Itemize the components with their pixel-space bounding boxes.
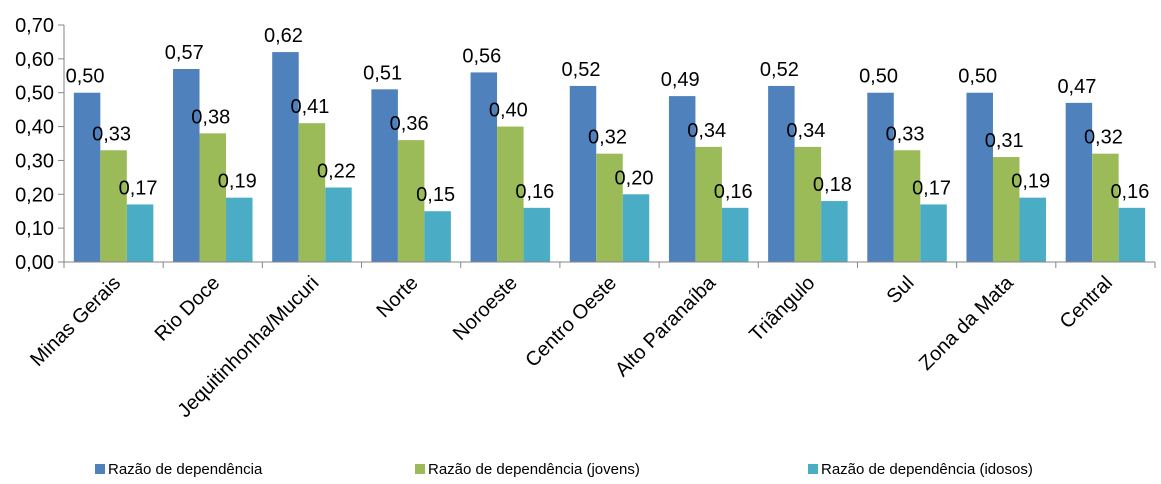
data-label: 0,19 [218, 171, 257, 193]
x-tick-label: Rio Doce [151, 272, 225, 346]
data-label: 0,20 [615, 167, 654, 189]
y-tick-label: 0,60 [15, 49, 54, 71]
data-label: 0,50 [859, 66, 898, 88]
bar [497, 126, 524, 262]
bar [893, 150, 921, 262]
y-tick-label: 0,10 [15, 218, 54, 240]
legend-swatch [415, 464, 425, 474]
data-label: 0,62 [264, 25, 303, 47]
data-label: 0,17 [119, 177, 158, 199]
data-label: 0,56 [462, 45, 501, 67]
bar [920, 204, 947, 262]
x-tick-label: Central [1056, 272, 1117, 333]
data-label: 0,34 [786, 120, 825, 142]
legend-swatch [95, 464, 105, 474]
bar [867, 92, 894, 262]
bar [100, 150, 127, 262]
y-tick-label: 0,30 [15, 150, 54, 172]
bar [596, 153, 623, 262]
legend-label: Razão de dependência (jovens) [428, 461, 640, 478]
data-label: 0,38 [191, 106, 230, 128]
bar [1092, 153, 1119, 262]
data-label: 0,18 [813, 174, 852, 196]
bar [470, 72, 498, 263]
bar [1065, 102, 1093, 262]
y-tick-label: 0,00 [15, 252, 54, 274]
data-label: 0,41 [290, 96, 329, 118]
bar [695, 146, 722, 262]
y-tick-label: 0,70 [15, 15, 54, 37]
data-label: 0,50 [66, 66, 105, 88]
data-label: 0,50 [958, 66, 997, 88]
x-tick-label: Zona da Mata [915, 271, 1018, 374]
data-label: 0,40 [489, 100, 528, 122]
data-label: 0,49 [661, 69, 700, 91]
bar [126, 204, 154, 262]
data-label: 0,32 [588, 127, 627, 149]
bar [73, 92, 101, 262]
bar [298, 123, 326, 262]
x-tick-label: Sul [883, 272, 919, 308]
data-label: 0,33 [886, 123, 925, 145]
bar [794, 146, 822, 262]
data-label: 0,31 [985, 130, 1024, 152]
x-tick-label: Centro Oeste [521, 272, 621, 372]
data-label: 0,22 [317, 161, 356, 183]
legend-label: Razão de dependência (idosos) [821, 461, 1033, 478]
data-label: 0,16 [714, 181, 753, 203]
bar [1118, 207, 1146, 262]
y-tick-label: 0,20 [15, 184, 54, 206]
bar [424, 211, 451, 262]
data-label: 0,34 [687, 120, 726, 142]
data-label: 0,47 [1057, 76, 1096, 98]
x-tick-label: Minas Gerais [26, 272, 125, 371]
bar [992, 157, 1020, 262]
bar [622, 194, 650, 262]
data-label: 0,33 [92, 123, 131, 145]
data-label: 0,52 [760, 59, 799, 81]
bar [1019, 197, 1046, 262]
data-label: 0,52 [562, 59, 601, 81]
data-label: 0,17 [912, 177, 951, 199]
data-label: 0,32 [1084, 127, 1123, 149]
bar [523, 207, 551, 262]
bar [272, 52, 299, 263]
data-label: 0,16 [515, 181, 554, 203]
bar [821, 201, 848, 262]
bar [325, 187, 352, 262]
bar [173, 69, 200, 262]
y-tick-label: 0,40 [15, 117, 54, 139]
data-label: 0,16 [1110, 181, 1149, 203]
x-tick-label: Norte [373, 272, 423, 322]
bar [371, 89, 398, 262]
data-label: 0,15 [416, 184, 455, 206]
x-tick-label: Alto Paranaíba [611, 271, 721, 381]
data-label: 0,57 [165, 42, 204, 64]
data-label: 0,36 [390, 113, 429, 135]
bar [966, 92, 993, 262]
bar [668, 96, 696, 262]
data-label: 0,51 [363, 62, 402, 84]
bar [199, 133, 227, 262]
bar [569, 85, 597, 262]
legend-swatch [808, 464, 818, 474]
data-label: 0,19 [1011, 171, 1050, 193]
bar [768, 85, 795, 262]
bar [721, 207, 749, 262]
bar [397, 140, 425, 262]
x-tick-label: Noroeste [449, 272, 522, 345]
x-tick-label: Triângulo [745, 272, 819, 346]
bar [226, 197, 253, 262]
y-tick-label: 0,50 [15, 83, 54, 105]
legend-label: Razão de dependência [108, 461, 263, 478]
